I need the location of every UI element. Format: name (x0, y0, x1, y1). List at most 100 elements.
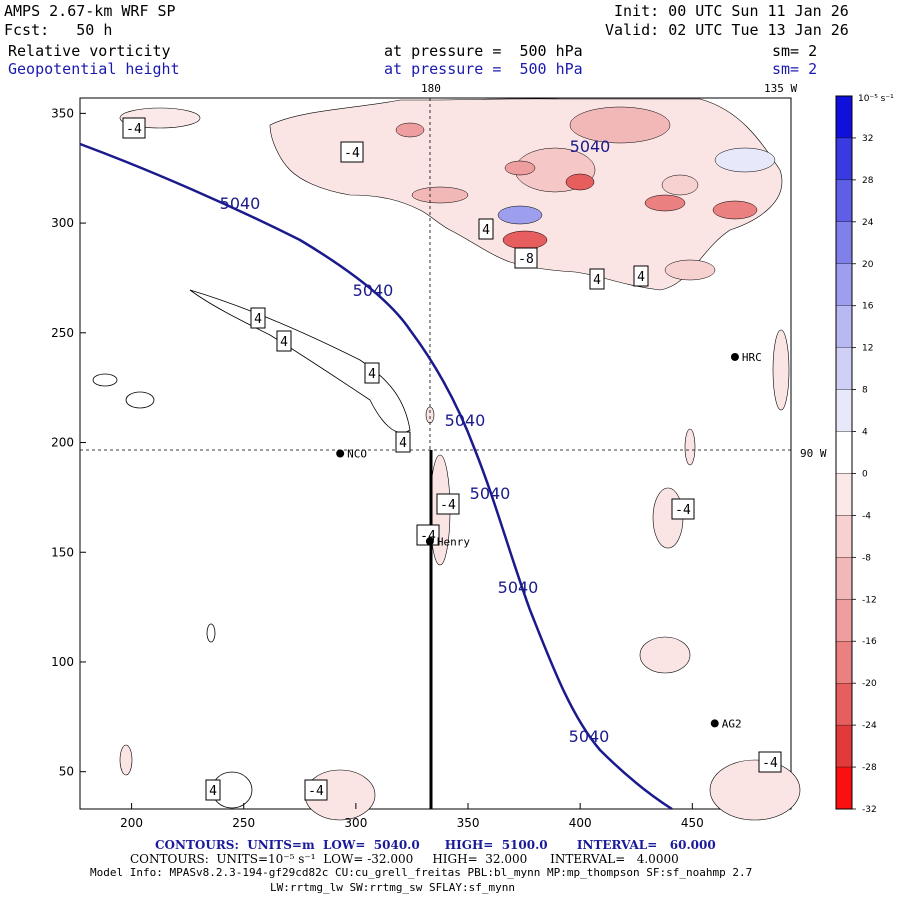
footer-radiation-info: LW:rrtmg_lw SW:rrtmg_sw SFLAY:sf_mynn (270, 881, 516, 894)
vorticity-label: 4 (250, 307, 266, 329)
vorticity-label: 4 (589, 268, 605, 290)
colorbar-cell (835, 95, 853, 139)
meridian-135w-label: 135 W (764, 82, 798, 95)
svg-text:4: 4 (254, 312, 262, 327)
colorbar-cell (835, 766, 853, 810)
height-contour-label: 5040 (470, 484, 511, 503)
field2-name: Geopotential height (8, 60, 180, 78)
station-markers: NCO Henry HRC AG2 (336, 351, 762, 730)
height-contour-label: 5040 (445, 411, 486, 430)
colorbar-cell (835, 221, 853, 264)
meridian-180-label: 180 (421, 82, 441, 95)
colorbar-cell (835, 599, 853, 642)
y-tick-label: 50 (59, 765, 74, 779)
y-tick-label: 300 (51, 216, 74, 230)
svg-text:-4: -4 (308, 784, 324, 799)
x-tick-label: 450 (681, 816, 704, 830)
height-contour-label: 5040 (353, 281, 394, 300)
colorbar-cell (835, 515, 853, 558)
colorbar-tick-label: -24 (862, 721, 877, 731)
meridian-90w-label: 90 W (800, 447, 827, 460)
colorbar-cell (835, 557, 853, 600)
colorbar-cell (835, 305, 853, 348)
station-dot (710, 719, 719, 728)
colorbar-tick-label: 16 (862, 302, 874, 312)
colorbar: 32 28 24 20 16 12 8 4 0 -4 -8 -12 -16 -20 -24 -28 -32 (835, 95, 877, 815)
valid-time: Valid: 02 UTC Tue 13 Jan 26 (605, 21, 849, 39)
colorbar-tick-label: -20 (862, 679, 877, 689)
svg-text:4: 4 (399, 436, 407, 451)
y-tick-label: 200 (51, 436, 74, 450)
vorticity-label: -4 (304, 779, 328, 801)
station-label: HRC (742, 351, 762, 364)
vorticity-label: -4 (671, 498, 695, 520)
vorticity-label: -8 (514, 247, 538, 269)
station-dot (730, 352, 739, 361)
init-time: Init: 00 UTC Sun 11 Jan 26 (614, 2, 849, 20)
vorticity-label: 4 (633, 265, 649, 287)
height-contour-labels: 5040 5040 5040 5040 5040 5040 5040 (220, 137, 611, 746)
colorbar-tick-label: -12 (862, 595, 877, 605)
colorbar-frame (835, 95, 853, 810)
field1-name: Relative vorticity (8, 42, 171, 60)
field1-smoothing: sm= 2 (772, 42, 818, 60)
colorbar-cell (835, 641, 853, 684)
x-axis-ticks: 200 250 300 350 400 450 (120, 803, 704, 830)
colorbar-tick-label: 20 (862, 260, 874, 270)
footer-model-info: Model Info: MPASv8.2.3-194-gf29cd82c CU:… (90, 866, 753, 879)
colorbar-tick-label: 32 (862, 134, 873, 144)
y-axis-ticks: 50 100 150 200 250 300 350 (51, 106, 86, 779)
height-contour-label: 5040 (220, 194, 261, 213)
vorticity-label: 4 (364, 362, 380, 384)
forecast-hour: Fcst: 50 h (4, 21, 113, 39)
field1-level: at pressure = 500 hPa (384, 42, 583, 60)
vorticity-label: -4 (340, 141, 364, 163)
y-tick-label: 350 (51, 106, 74, 120)
svg-text:-4: -4 (440, 498, 456, 513)
colorbar-tick-label: 4 (862, 428, 868, 438)
colorbar-cell (835, 431, 853, 474)
colorbar-tick-label: 24 (862, 218, 874, 228)
colorbar-cell (835, 724, 853, 768)
field2-smoothing: sm= 2 (772, 60, 818, 78)
x-tick-label: 200 (120, 816, 143, 830)
height-contour-label: 5040 (569, 727, 610, 746)
height-contour-label: 5040 (570, 137, 611, 156)
colorbar-cell (835, 179, 853, 222)
height-contour-5040 (79, 142, 673, 811)
colorbar-unit-label: 10⁻⁵ s⁻¹ (858, 94, 894, 104)
colorbar-cell (835, 683, 853, 726)
x-tick-label: 350 (457, 816, 480, 830)
x-tick-label: 400 (569, 816, 592, 830)
svg-text:4: 4 (637, 270, 645, 285)
vorticity-label: 4 (276, 330, 292, 352)
vorticity-label: -4 (436, 493, 460, 515)
vorticity-label: 4 (478, 218, 494, 240)
field2-level: at pressure = 500 hPa (384, 60, 583, 78)
vorticity-shading (92, 98, 801, 821)
svg-text:-4: -4 (344, 146, 360, 161)
colorbar-tick-label: 28 (862, 176, 874, 186)
colorbar-cell (835, 137, 853, 181)
x-tick-label: 250 (232, 816, 255, 830)
svg-text:-4: -4 (675, 503, 691, 518)
colorbar-cell (835, 389, 853, 432)
x-tick-label: 300 (344, 816, 367, 830)
svg-text:4: 4 (593, 273, 601, 288)
y-tick-label: 100 (51, 655, 74, 669)
y-tick-label: 250 (51, 326, 74, 340)
colorbar-tick-label: 12 (862, 344, 873, 354)
vorticity-label: 4 (205, 779, 221, 801)
vorticity-label: 4 (395, 431, 411, 453)
svg-text:4: 4 (280, 335, 288, 350)
svg-text:-4: -4 (126, 122, 142, 137)
station-dot (336, 449, 345, 458)
svg-text:-8: -8 (518, 252, 534, 267)
svg-text:-4: -4 (762, 756, 778, 771)
colorbar-tick-label: 8 (862, 386, 868, 396)
svg-text:4: 4 (209, 784, 217, 799)
colorbar-tick-label: -4 (862, 511, 871, 521)
colorbar-tick-label: 0 (862, 469, 868, 479)
